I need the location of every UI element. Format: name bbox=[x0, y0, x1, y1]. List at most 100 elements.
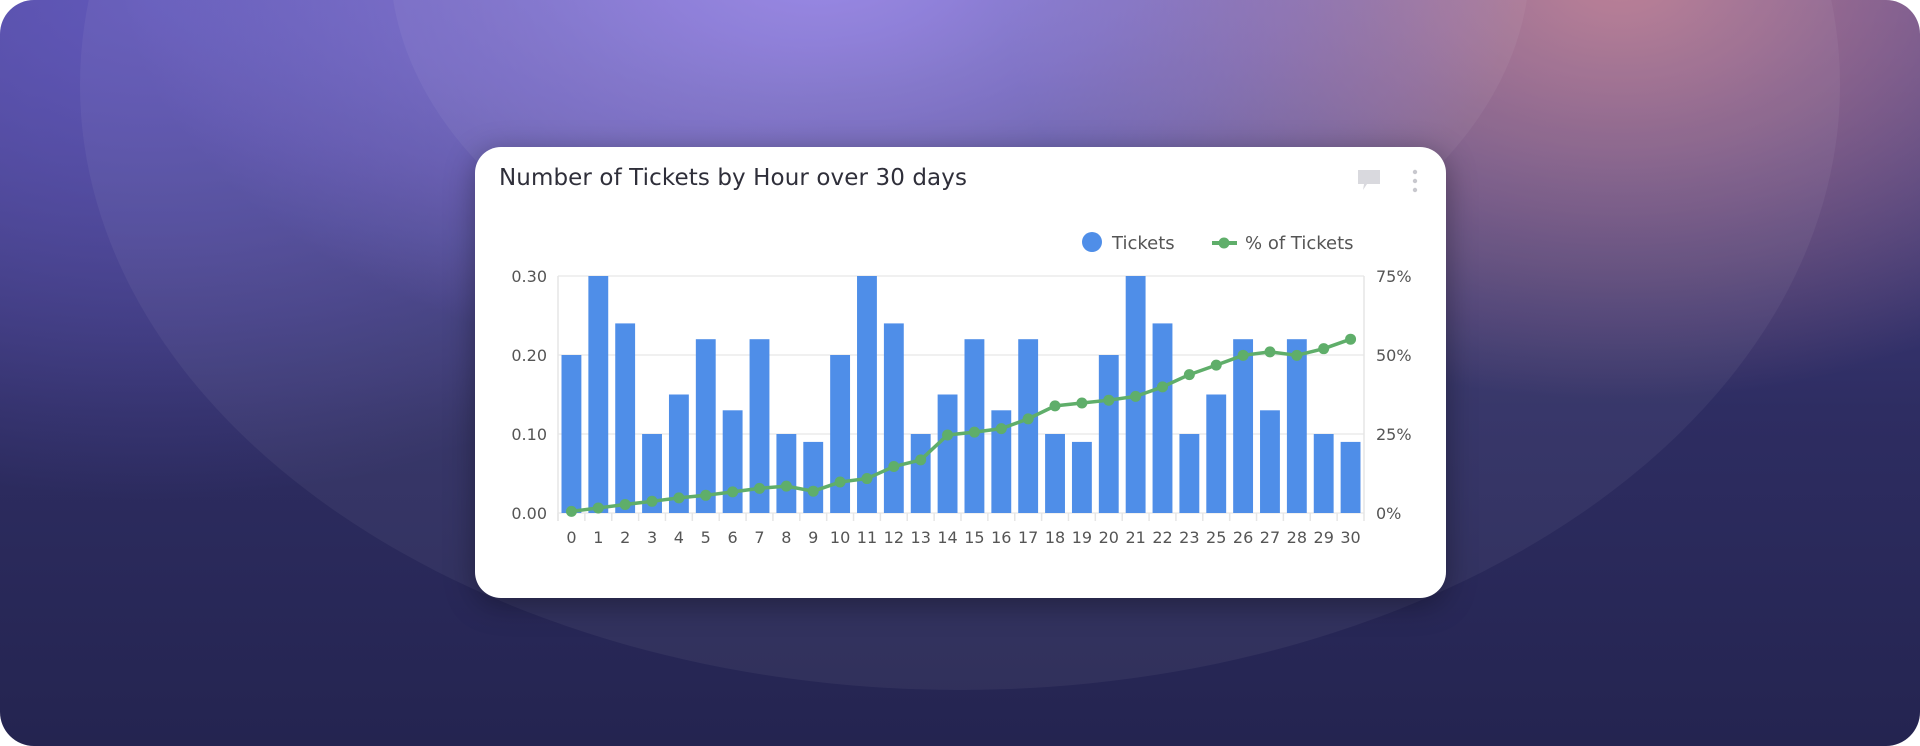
percent-point-3 bbox=[646, 495, 658, 507]
percent-point-22 bbox=[1157, 381, 1168, 393]
x-tick-label: 2 bbox=[620, 528, 630, 547]
percent-point-6 bbox=[727, 486, 739, 498]
x-tick-label: 0 bbox=[566, 528, 576, 547]
bar-9 bbox=[803, 441, 824, 513]
y-left-tick-label: 0.20 bbox=[511, 346, 547, 365]
percent-point-2 bbox=[619, 498, 631, 510]
bar-11 bbox=[857, 276, 877, 513]
x-tick-label: 11 bbox=[857, 528, 877, 547]
legend-tickets-label: Tickets bbox=[1111, 233, 1175, 254]
percent-point-0 bbox=[565, 505, 577, 517]
percent-point-1 bbox=[592, 502, 604, 514]
bar-18 bbox=[1045, 434, 1065, 513]
bar-20 bbox=[1098, 355, 1119, 513]
y-right-tick-label: 0% bbox=[1376, 504, 1401, 523]
y-left-tick-label: 0.30 bbox=[511, 267, 547, 286]
bar-8 bbox=[776, 434, 797, 513]
bar-4 bbox=[668, 394, 689, 513]
bar-19 bbox=[1071, 441, 1092, 513]
more-vertical-icon[interactable] bbox=[1410, 169, 1420, 193]
x-tick-label: 14 bbox=[937, 528, 957, 547]
x-tick-label: 15 bbox=[964, 528, 984, 547]
bar-27 bbox=[1260, 410, 1280, 513]
axes: 0.000.100.200.300%25%50%75%0 1 2 3 4 5 6 7 8 9 10 1… bbox=[511, 267, 1411, 547]
percent-point-8 bbox=[780, 480, 792, 492]
percent-point-9 bbox=[807, 485, 819, 497]
x-tick-label: 17 bbox=[1018, 528, 1038, 547]
bar-5 bbox=[695, 339, 716, 513]
percent-point-20 bbox=[1103, 394, 1115, 406]
legend[interactable]: Tickets % of Tickets bbox=[1082, 232, 1354, 254]
percent-point-19 bbox=[1076, 397, 1088, 409]
x-tick-label: 18 bbox=[1045, 528, 1065, 547]
legend-tickets-marker bbox=[1082, 232, 1102, 252]
x-tick-label: 29 bbox=[1314, 528, 1334, 547]
bar-26 bbox=[1233, 339, 1254, 513]
bar-12 bbox=[883, 323, 904, 513]
x-tick-label: 6 bbox=[728, 528, 738, 547]
percent-point-21 bbox=[1130, 390, 1142, 402]
x-tick-label: 3 bbox=[647, 528, 657, 547]
legend-percent-marker bbox=[1218, 237, 1230, 249]
x-tick-label: 20 bbox=[1099, 528, 1119, 547]
comment-icon[interactable] bbox=[1357, 169, 1381, 193]
y-right-tick-label: 75% bbox=[1376, 267, 1412, 286]
x-tick-label: 25 bbox=[1206, 528, 1226, 547]
bar-6 bbox=[722, 410, 743, 513]
percent-point-18 bbox=[1049, 400, 1061, 412]
y-right-tick-label: 50% bbox=[1376, 346, 1412, 365]
y-right-tick-label: 25% bbox=[1376, 425, 1412, 444]
percent-point-12 bbox=[888, 461, 900, 473]
y-left-tick-label: 0.10 bbox=[511, 425, 547, 444]
bar-2 bbox=[615, 323, 636, 513]
chart-title: Number of Tickets by Hour over 30 days bbox=[499, 165, 968, 191]
x-tick-label: 13 bbox=[911, 528, 931, 547]
percent-point-29 bbox=[1318, 343, 1330, 355]
percent-point-26 bbox=[1237, 349, 1249, 361]
percent-point-5 bbox=[700, 489, 712, 501]
percent-point-4 bbox=[673, 492, 685, 504]
x-tick-label: 27 bbox=[1260, 528, 1280, 547]
percent-point-28 bbox=[1291, 349, 1303, 361]
bar-28 bbox=[1286, 339, 1307, 513]
bar-3 bbox=[642, 434, 662, 513]
x-tick-label: 22 bbox=[1152, 528, 1172, 547]
x-tick-label: 9 bbox=[808, 528, 818, 547]
bar-16 bbox=[991, 410, 1012, 513]
bar-23 bbox=[1179, 434, 1200, 513]
x-tick-label: 28 bbox=[1287, 528, 1307, 547]
x-tick-label: 10 bbox=[830, 528, 850, 547]
percent-point-10 bbox=[834, 476, 846, 488]
x-tick-label: 5 bbox=[701, 528, 711, 547]
bar-13 bbox=[910, 434, 931, 513]
bar-17 bbox=[1018, 339, 1039, 513]
x-tick-label: 26 bbox=[1233, 528, 1253, 547]
bar-15 bbox=[964, 339, 985, 513]
percent-point-27 bbox=[1264, 346, 1276, 358]
bar-14 bbox=[937, 394, 958, 513]
bar-1 bbox=[588, 276, 609, 513]
x-tick-label: 30 bbox=[1340, 528, 1360, 547]
percent-point-30 bbox=[1345, 333, 1357, 345]
bar-29 bbox=[1313, 434, 1334, 513]
x-tick-label: 21 bbox=[1125, 528, 1145, 547]
x-tick-label: 23 bbox=[1179, 528, 1199, 547]
bar-30 bbox=[1340, 441, 1361, 513]
grid bbox=[557, 275, 1365, 521]
line-series bbox=[565, 333, 1357, 517]
bar-25 bbox=[1206, 394, 1227, 513]
y-left-tick-label: 0.00 bbox=[511, 504, 547, 523]
legend-percent-label: % of Tickets bbox=[1245, 233, 1354, 254]
percent-point-13 bbox=[915, 454, 927, 466]
x-tick-label: 7 bbox=[754, 528, 764, 547]
x-tick-label: 8 bbox=[781, 528, 791, 547]
percent-point-11 bbox=[861, 473, 873, 485]
chart: 0.000.100.200.300%25%50%75%0 1 2 3 4 5 6 7 8 9 10 1… bbox=[511, 232, 1412, 547]
x-tick-label: 1 bbox=[593, 528, 603, 547]
x-tick-label: 4 bbox=[674, 528, 684, 547]
percent-point-17 bbox=[1022, 413, 1034, 425]
x-tick-label: 12 bbox=[884, 528, 904, 547]
bar-7 bbox=[749, 339, 770, 513]
chart-card: Number of Tickets by Hour over 30 days 0… bbox=[475, 147, 1446, 598]
x-tick-label: 16 bbox=[991, 528, 1011, 547]
